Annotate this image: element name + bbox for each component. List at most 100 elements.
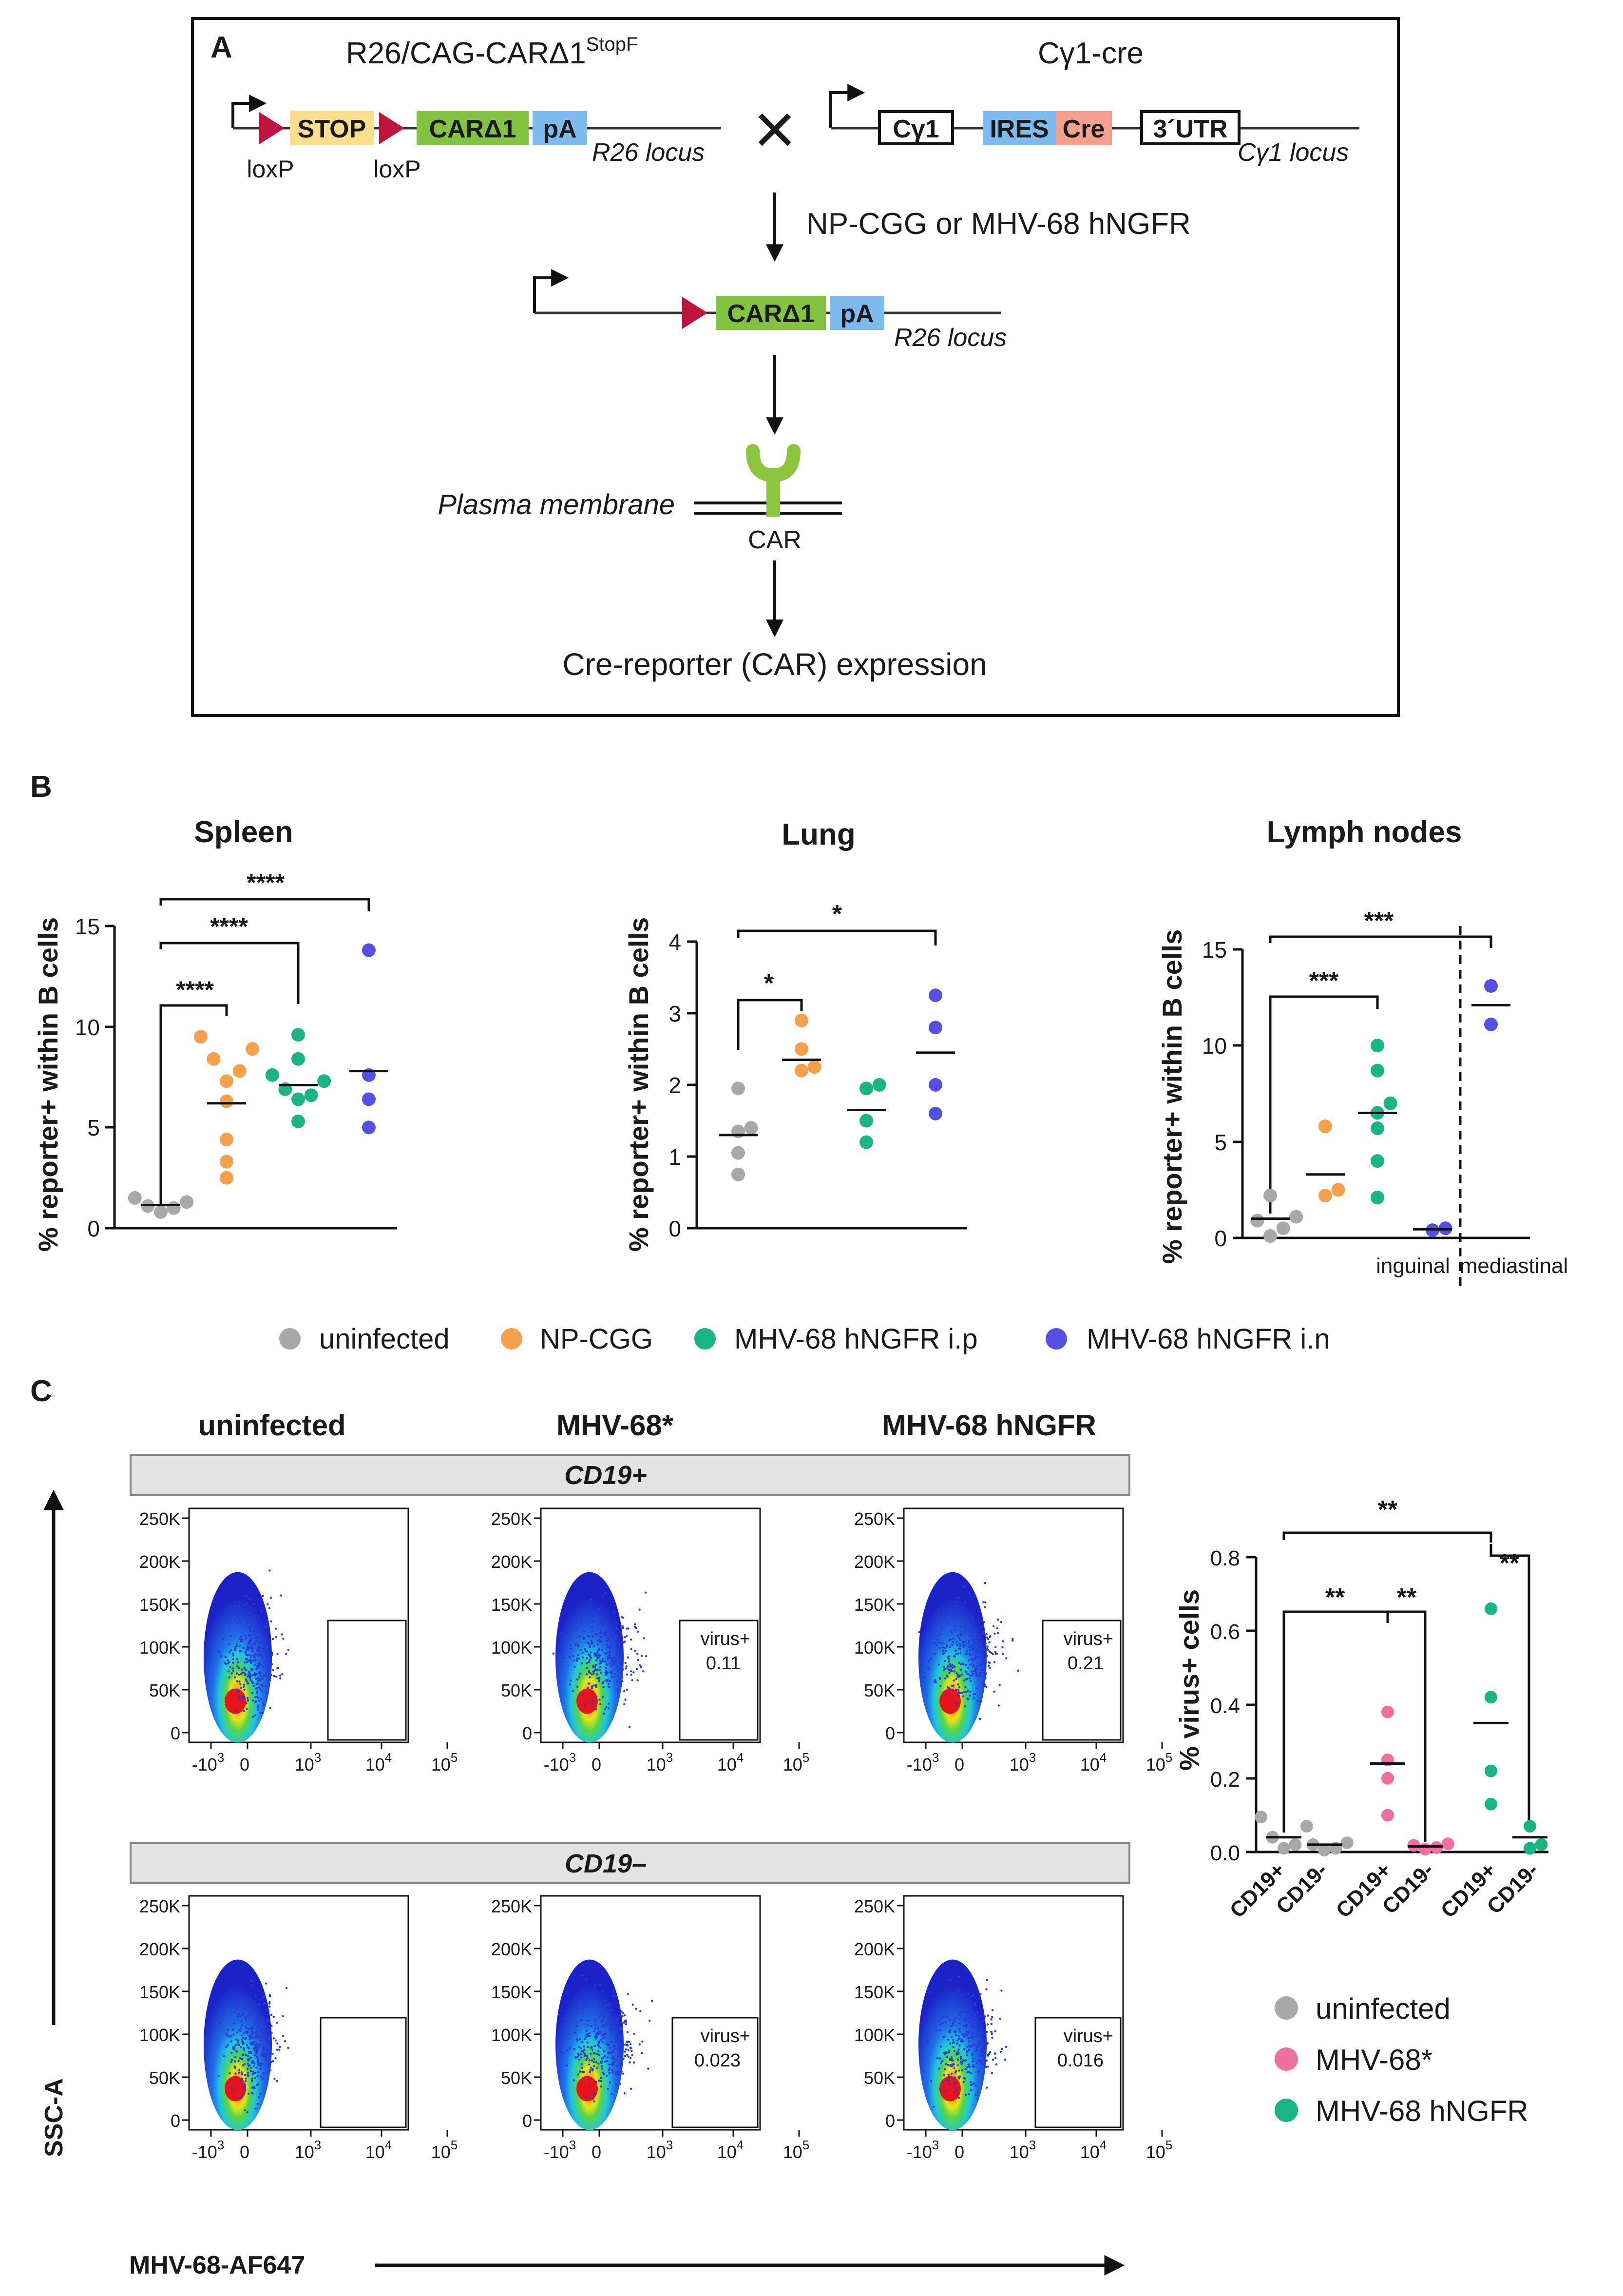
flow-event: [271, 1638, 274, 1640]
flow-event: [287, 2046, 289, 2049]
flow-event: [616, 1640, 619, 1643]
flow-event: [242, 1646, 245, 1649]
flow-event: [276, 2080, 278, 2083]
flow-xtick-label: -103: [192, 1750, 225, 1775]
flow-event: [252, 1685, 255, 1687]
flow-event: [937, 1613, 940, 1616]
flow-xtick-label: 105: [783, 2138, 810, 2162]
flow-event: [238, 1644, 241, 1647]
data-point: [317, 1074, 331, 1088]
flow-event: [239, 2015, 241, 2018]
flow-event: [254, 2045, 257, 2047]
data-point: [929, 1078, 942, 1092]
flow-event: [282, 1638, 285, 1640]
flow-event: [267, 1668, 269, 1671]
flow-event: [223, 2055, 226, 2058]
flow-event: [961, 1643, 964, 1646]
lung-ylabel: % reporter+ within B cells: [623, 917, 654, 1252]
flow-event: [256, 2026, 259, 2029]
flow-event: [945, 1692, 947, 1695]
flow-event: [958, 1692, 961, 1695]
flow-event: [245, 2018, 247, 2020]
flow-event: [969, 2081, 972, 2084]
flow-event: [957, 1661, 960, 1664]
flow-event: [261, 1655, 264, 1658]
gate-label: virus+: [701, 2026, 750, 2046]
flow-event: [630, 1673, 632, 1676]
flow-event: [621, 2060, 624, 2062]
flow-event: [244, 1634, 247, 1637]
flow-event: [252, 2061, 255, 2063]
flow-event: [977, 1675, 980, 1677]
lung-ytick-3: 3: [668, 1001, 681, 1026]
flow-event: [959, 1652, 962, 1654]
flow-event: [964, 1621, 967, 1624]
flow-xtick-label: 103: [647, 2138, 673, 2162]
flow-event: [608, 2063, 611, 2066]
flow-event: [246, 1661, 248, 1663]
flow-event: [611, 1676, 613, 1679]
flow-event: [967, 1698, 970, 1700]
flow-event: [245, 1679, 248, 1681]
flow-event: [605, 1635, 608, 1637]
flow-event: [247, 2015, 249, 2017]
flow-event: [227, 1659, 229, 1661]
flow-event: [611, 2041, 613, 2044]
flow-event: [962, 2081, 965, 2084]
flow-event: [256, 1704, 259, 1707]
flow-event: [985, 2086, 988, 2089]
flow-event: [257, 2096, 260, 2099]
panel-b-letter: B: [30, 770, 52, 804]
flow-event: [620, 2061, 623, 2064]
flow-event: [953, 2041, 955, 2044]
flow-event: [630, 1670, 632, 1673]
flow-event: [579, 2019, 582, 2022]
flow-event: [588, 2019, 591, 2022]
flow-event: [259, 1646, 262, 1649]
flow-event: [259, 2067, 262, 2070]
flow-event: [246, 1622, 248, 1624]
flow-event: [940, 2062, 942, 2064]
flow-event: [630, 2087, 632, 2090]
flow-event: [249, 1661, 252, 1664]
flow-event: [607, 1682, 610, 1685]
flow-event: [565, 2018, 567, 2020]
flow-event: [238, 2068, 241, 2071]
flow-event: [609, 1662, 611, 1665]
flow-event: [253, 2063, 256, 2065]
flow-event: [638, 1664, 641, 1666]
flow-event: [604, 1592, 607, 1595]
flow-event: [933, 1641, 936, 1644]
flow-event: [585, 2029, 588, 2032]
flow-event: [604, 1652, 607, 1655]
flow-event: [589, 1659, 591, 1661]
flow-event: [229, 1666, 231, 1668]
row-title-cd19pos: CD19+: [564, 1461, 647, 1490]
flow-event: [988, 1641, 991, 1643]
flow-event: [940, 1627, 943, 1629]
flow-event: [617, 2045, 619, 2047]
flow-event: [969, 1691, 972, 1693]
data-point: [291, 1052, 305, 1066]
flow-event: [605, 2023, 608, 2025]
flow-event: [596, 1639, 599, 1642]
flow-event: [599, 2031, 602, 2034]
flow-event: [576, 1678, 579, 1681]
flow-event: [626, 1673, 628, 1676]
flow-event: [951, 1632, 953, 1634]
flow-ytick-label: 150K: [491, 1982, 532, 2002]
flow-event: [228, 1606, 231, 1608]
data-point: [859, 1114, 873, 1128]
promoter-arrow-1: [231, 95, 267, 128]
flow-event: [256, 2103, 259, 2105]
flow-event: [256, 2058, 259, 2060]
gate-value: 0.023: [694, 2050, 741, 2071]
flow-event: [986, 1636, 989, 1639]
flow-event: [568, 2033, 571, 2035]
flow-ytick-label: 50K: [149, 1680, 180, 1700]
flow-event: [264, 2034, 267, 2037]
flow-event: [224, 1661, 226, 1664]
flow-event: [261, 2051, 264, 2054]
flow-event: [629, 2061, 631, 2064]
